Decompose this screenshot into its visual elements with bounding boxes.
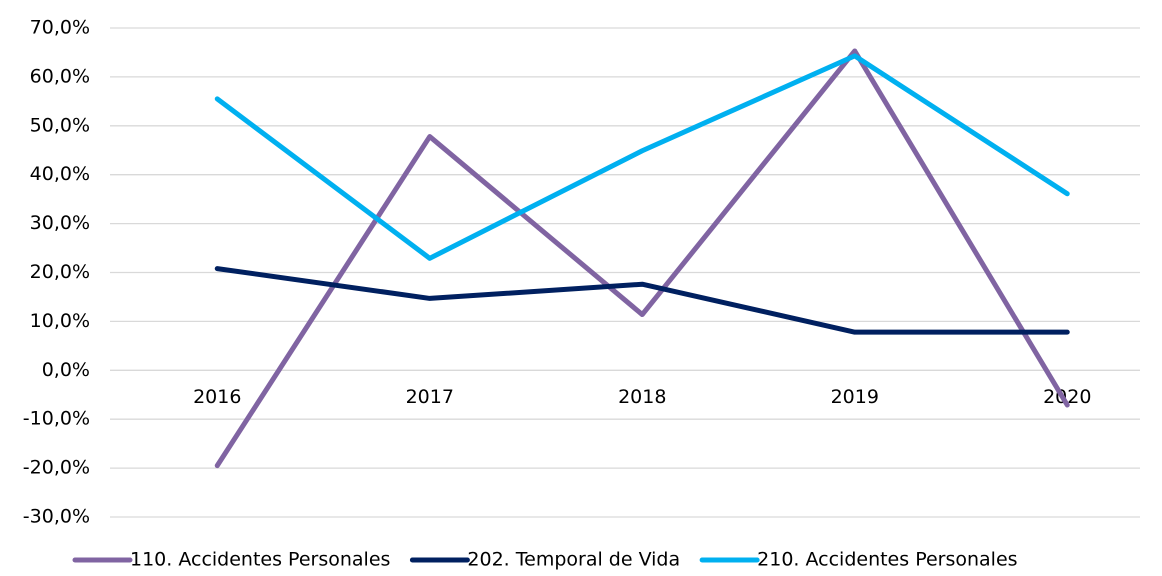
- legend-label: 210. Accidentes Personales: [757, 549, 1017, 571]
- legend-label: 202. Temporal de Vida: [467, 549, 680, 571]
- y-tick-label: 50,0%: [30, 114, 90, 136]
- y-tick-label: 0,0%: [42, 359, 90, 381]
- y-tick-label: -20,0%: [23, 457, 90, 479]
- x-tick-label: 2019: [831, 386, 879, 408]
- x-tick-label: 2020: [1043, 386, 1091, 408]
- x-tick-label: 2016: [193, 386, 241, 408]
- y-tick-label: 20,0%: [30, 261, 90, 283]
- x-tick-label: 2018: [618, 386, 666, 408]
- y-tick-label: 70,0%: [30, 17, 90, 39]
- legend-label: 110. Accidentes Personales: [130, 549, 390, 571]
- y-tick-label: -30,0%: [23, 506, 90, 528]
- y-tick-label: -10,0%: [23, 408, 90, 430]
- series-line: [214, 53, 1070, 261]
- series-line: [214, 266, 1070, 335]
- y-tick-label: 60,0%: [30, 65, 90, 87]
- y-tick-label: 10,0%: [30, 310, 90, 332]
- x-tick-label: 2017: [406, 386, 454, 408]
- y-tick-label: 30,0%: [30, 212, 90, 234]
- series-line: [214, 48, 1070, 469]
- y-tick-label: 40,0%: [30, 163, 90, 185]
